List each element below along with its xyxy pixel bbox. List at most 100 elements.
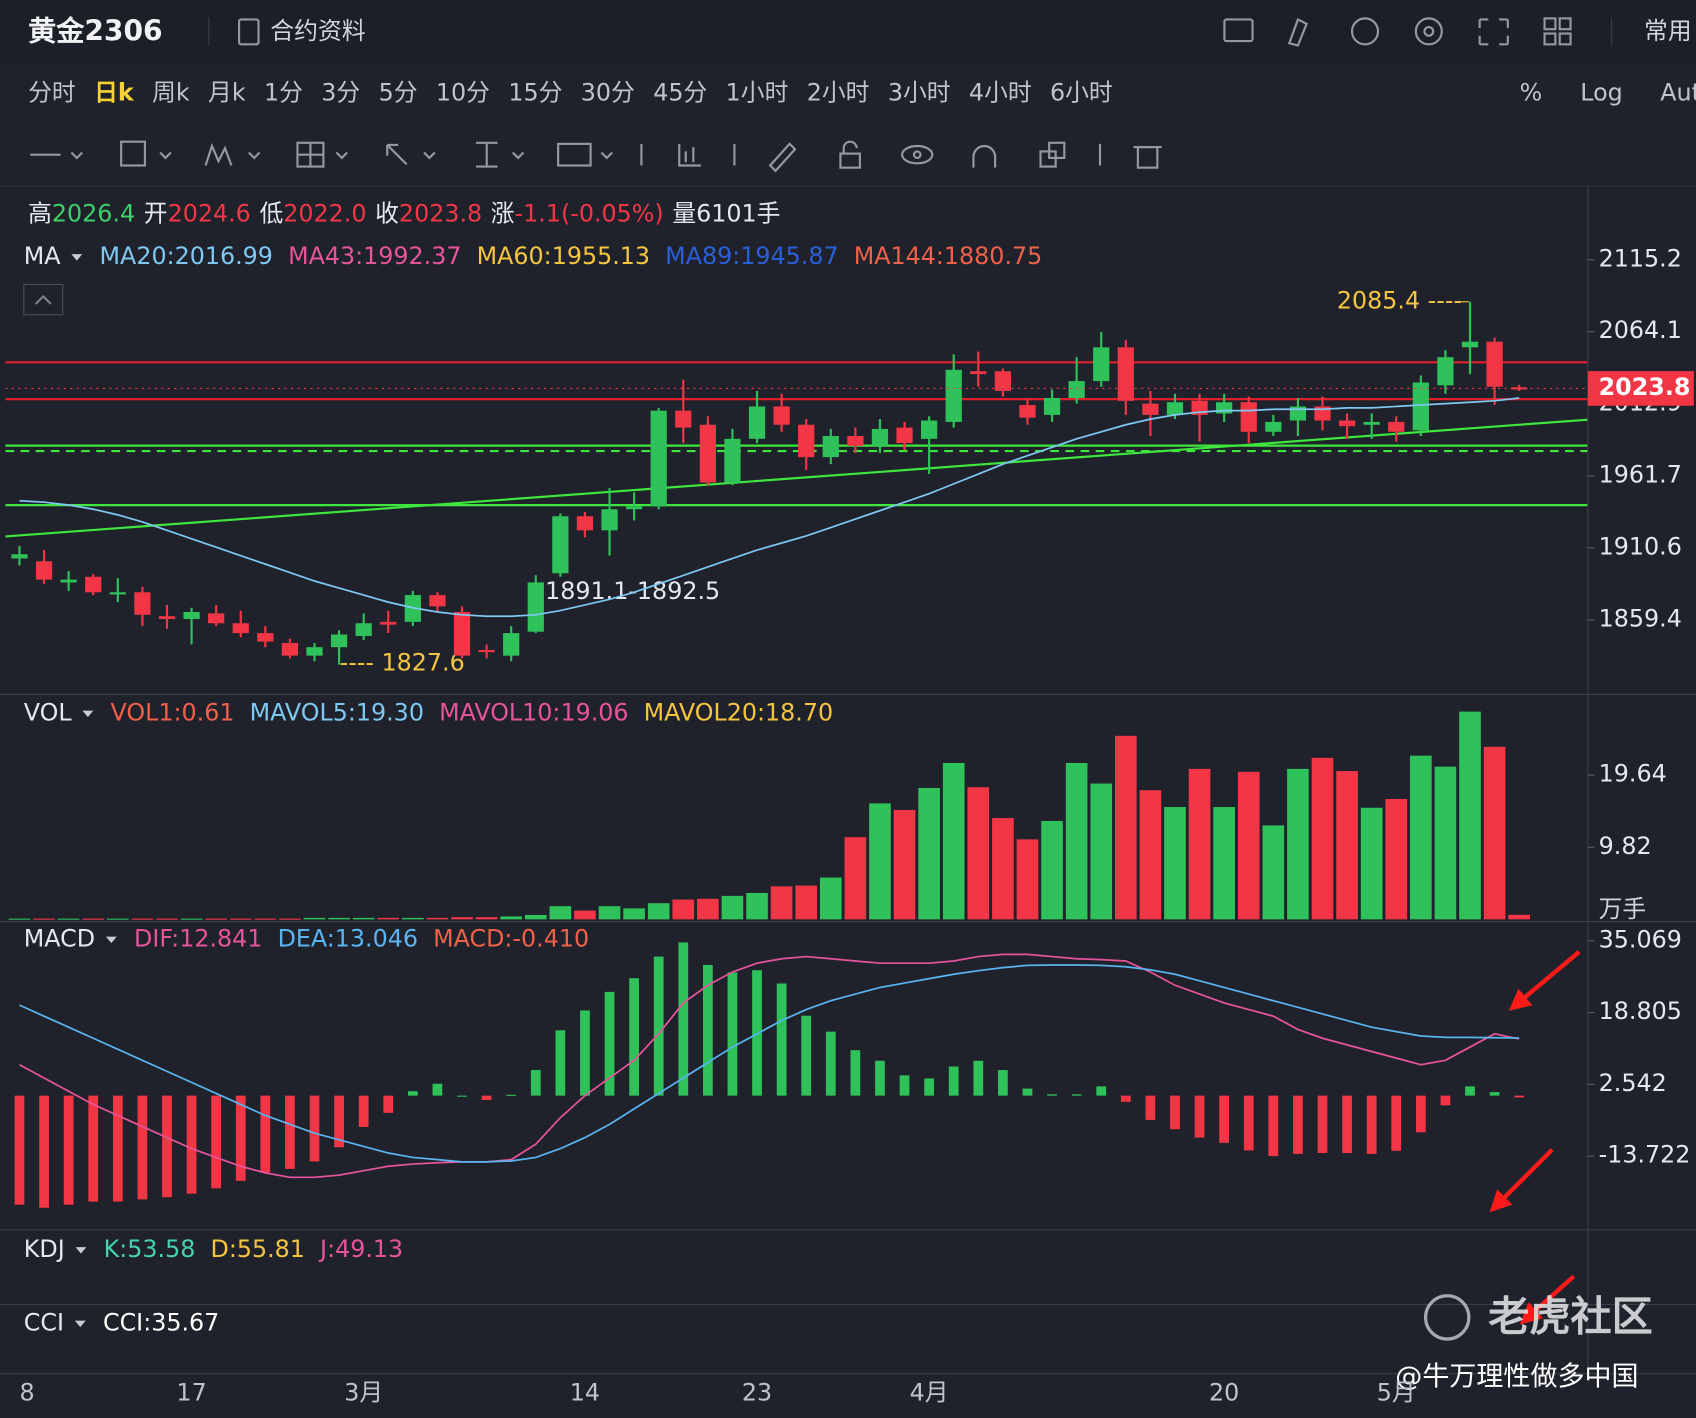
volume-bar (1041, 820, 1063, 920)
indicator-value: MA60:1955.13 (477, 242, 650, 270)
y-tick-label: 9.82 (1599, 832, 1652, 860)
volume-bar (107, 918, 129, 920)
scale-option[interactable]: Aut (1660, 79, 1696, 107)
indicator-value: MAVOL20:18.70 (644, 698, 833, 726)
macd-bar (334, 1095, 344, 1148)
collapse-button[interactable] (23, 283, 64, 316)
macd-bar (309, 1095, 320, 1162)
volume-bar (1065, 762, 1088, 920)
macd-bar (727, 972, 738, 1096)
indicator-name[interactable]: CCI (24, 1308, 64, 1336)
symbol[interactable]: 黄金2306 (28, 14, 162, 47)
candle-body (429, 595, 446, 607)
timeframe[interactable]: 6小时 (1050, 79, 1113, 107)
timeframe[interactable]: 15分 (508, 79, 562, 107)
volume-bar (82, 918, 105, 920)
timeframe[interactable]: 日k (94, 79, 135, 107)
macd-bar (260, 1095, 271, 1173)
x-tick-label: 17 (176, 1379, 206, 1407)
timeframe[interactable]: 月k (208, 79, 246, 107)
candle-body (650, 410, 667, 507)
annotation: ---- 1827.6 (340, 649, 465, 677)
macd-bar (1194, 1095, 1205, 1138)
candle-body (994, 371, 1011, 391)
contract-info[interactable]: 合约资料 (270, 17, 365, 45)
macd-bar (924, 1078, 934, 1096)
candle-body (158, 616, 176, 620)
volume-bar (598, 906, 621, 920)
favorites[interactable]: 常用 (1644, 17, 1692, 45)
volume-bar (1164, 807, 1186, 920)
macd-bar (457, 1095, 467, 1097)
dropdown-caret[interactable] (82, 710, 94, 718)
volume-bar (8, 918, 31, 920)
quote-label: 量 (672, 200, 696, 228)
macd-bar (39, 1095, 49, 1208)
candle-body (822, 436, 839, 458)
timeframe[interactable]: 2小时 (807, 79, 870, 107)
timeframe[interactable]: 1小时 (726, 79, 789, 107)
volume-bar (205, 918, 227, 920)
dropdown-caret[interactable] (74, 1320, 86, 1328)
macd-bar (14, 1095, 25, 1205)
candle-body (1166, 402, 1184, 415)
timeframe[interactable]: 1分 (264, 79, 303, 107)
volume-bar (1483, 746, 1506, 920)
macd-bar (1268, 1095, 1279, 1157)
drawing-toolbar[interactable] (30, 140, 1162, 173)
header-icons[interactable] (1223, 17, 1572, 47)
timeframe[interactable]: 周k (152, 79, 190, 107)
macd-bar (407, 1091, 418, 1096)
volume-bar (647, 903, 670, 920)
volume-bar (377, 917, 400, 920)
macd-bar (629, 978, 639, 1096)
watermark-brand: 老虎社区 (1488, 1293, 1652, 1341)
candle-body (970, 371, 987, 375)
indicator-value: MACD:-0.410 (433, 924, 589, 952)
timeframe[interactable]: 10分 (436, 79, 490, 107)
macd-bar (1170, 1095, 1180, 1130)
y-tick-label: 1859.4 (1599, 604, 1682, 632)
volume-bar (500, 916, 523, 920)
volume-bar (1016, 839, 1039, 920)
volume-bar (352, 917, 375, 920)
y-tick-label: 19.64 (1599, 760, 1667, 788)
candle-body (281, 642, 299, 656)
timeframe[interactable]: 分时 (28, 79, 76, 107)
drawn-levels (5, 361, 1588, 538)
timeframe[interactable]: 30分 (581, 79, 635, 107)
timeframe[interactable]: 3分 (321, 79, 360, 107)
candle-body (257, 633, 274, 642)
macd-bar (1096, 1086, 1107, 1096)
timeframe[interactable]: 5分 (379, 79, 418, 107)
volume-bar (402, 917, 424, 920)
indicator-name[interactable]: MA (24, 242, 62, 270)
volume-bar (180, 918, 203, 920)
volume-bar (328, 917, 350, 920)
scale-option[interactable]: % (1520, 79, 1543, 107)
indicator-value: CCI:35.67 (103, 1308, 219, 1336)
volume-bar (1311, 757, 1334, 920)
volume-bar (229, 918, 252, 920)
macd-bar (1243, 1095, 1254, 1151)
header-bar (0, 0, 1696, 63)
x-tick-label: 8 (19, 1379, 34, 1407)
indicator-value: MA43:1992.37 (288, 242, 461, 270)
indicator-name[interactable]: MACD (24, 924, 95, 952)
volume-bar (524, 914, 547, 920)
candle-body (208, 613, 225, 624)
dropdown-caret[interactable] (75, 1247, 87, 1254)
volume-bar (721, 895, 744, 920)
dropdown-caret[interactable] (105, 936, 117, 944)
dropdown-caret[interactable] (71, 254, 83, 261)
timeframe[interactable]: 3小时 (888, 79, 951, 107)
macd-bar (776, 983, 787, 1096)
timeframe[interactable]: 4小时 (969, 79, 1032, 107)
indicator-name[interactable]: KDJ (24, 1235, 65, 1263)
volume-unit: 万手 (1599, 895, 1647, 923)
timeframe[interactable]: 45分 (653, 79, 707, 107)
indicator-name[interactable]: VOL (24, 698, 73, 726)
volume-bar (697, 898, 719, 920)
scale-option[interactable]: Log (1580, 79, 1622, 107)
macd-bar (1071, 1094, 1082, 1096)
